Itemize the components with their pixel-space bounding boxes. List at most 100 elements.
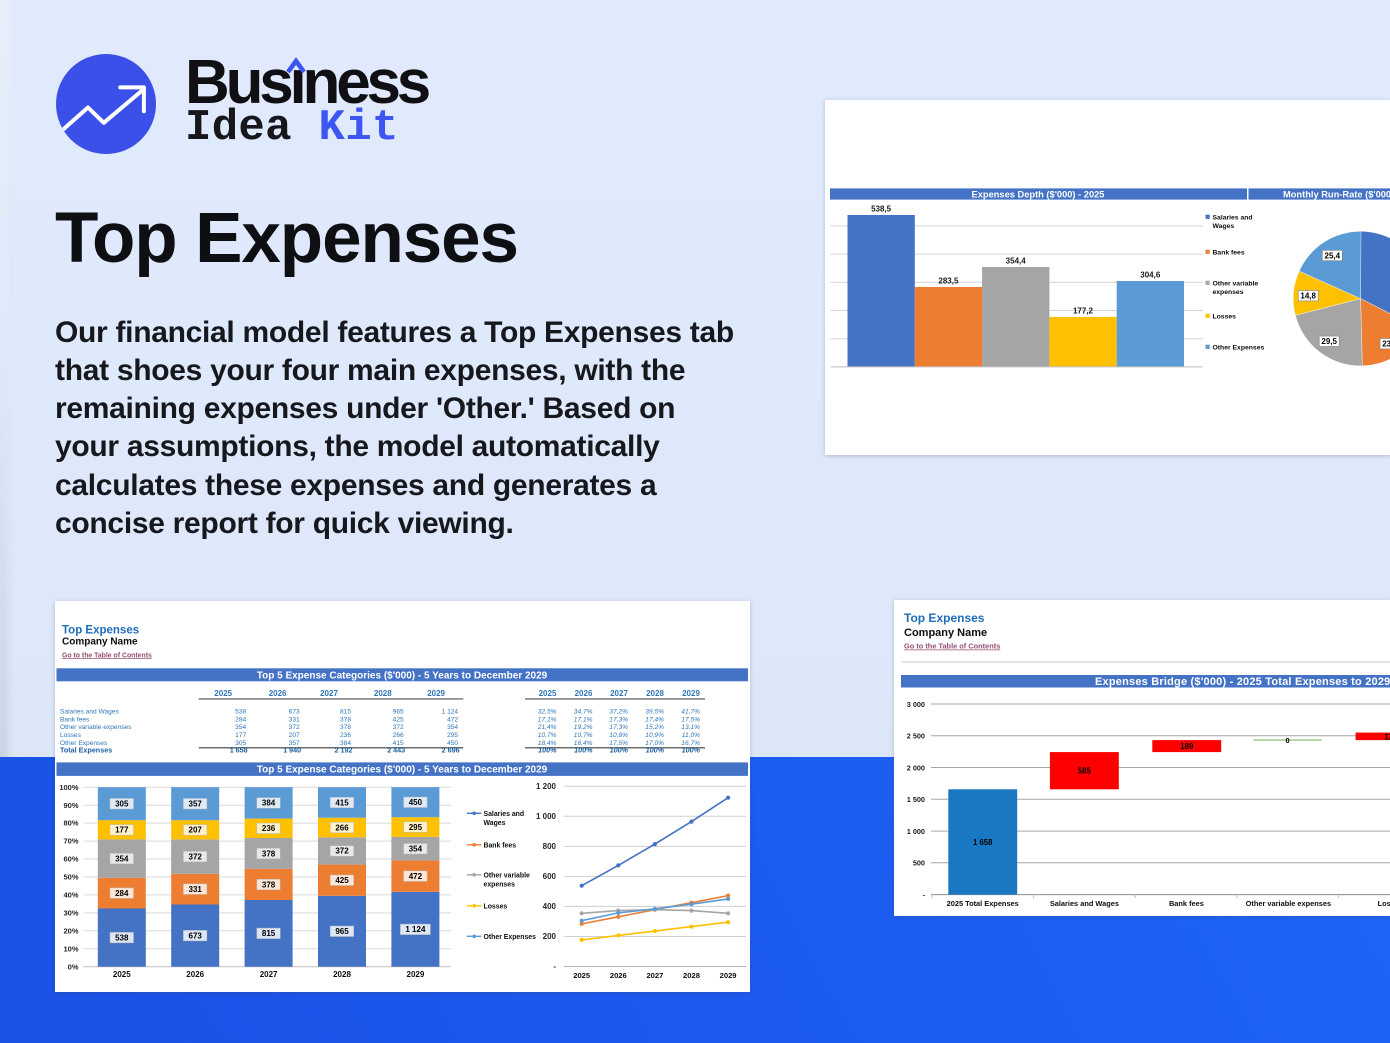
svg-text:673: 673 bbox=[189, 931, 203, 940]
svg-text:2026: 2026 bbox=[269, 689, 287, 698]
svg-text:2 000: 2 000 bbox=[907, 763, 925, 772]
svg-text:538: 538 bbox=[115, 933, 129, 942]
svg-text:Other variable: Other variable bbox=[1213, 281, 1259, 288]
svg-text:10%: 10% bbox=[63, 944, 78, 953]
svg-text:2 192: 2 192 bbox=[335, 746, 353, 755]
svg-text:372: 372 bbox=[335, 847, 349, 856]
svg-text:305: 305 bbox=[115, 800, 129, 809]
svg-text:266: 266 bbox=[393, 732, 404, 739]
svg-text:16,7%: 16,7% bbox=[681, 740, 700, 747]
svg-text:60%: 60% bbox=[63, 855, 78, 864]
svg-text:37,2%: 37,2% bbox=[609, 709, 628, 716]
svg-text:Company Name: Company Name bbox=[62, 637, 138, 648]
svg-text:Other variable expenses: Other variable expenses bbox=[1246, 899, 1331, 908]
svg-text:39,5%: 39,5% bbox=[645, 709, 664, 716]
svg-text:372: 372 bbox=[189, 852, 203, 861]
svg-text:17,5%: 17,5% bbox=[609, 740, 628, 747]
svg-text:207: 207 bbox=[189, 826, 203, 835]
svg-text:20%: 20% bbox=[63, 926, 78, 935]
svg-text:1 658: 1 658 bbox=[973, 838, 993, 847]
svg-text:2029: 2029 bbox=[407, 970, 425, 979]
svg-text:472: 472 bbox=[409, 872, 423, 881]
svg-text:2028: 2028 bbox=[374, 689, 392, 698]
svg-text:2027: 2027 bbox=[320, 689, 338, 698]
svg-text:295: 295 bbox=[447, 732, 458, 739]
svg-text:200: 200 bbox=[543, 932, 557, 941]
svg-text:23,6: 23,6 bbox=[1382, 340, 1390, 349]
svg-text:425: 425 bbox=[393, 716, 404, 723]
svg-text:Losses: Losses bbox=[1213, 314, 1237, 321]
svg-text:284: 284 bbox=[235, 716, 246, 723]
svg-text:41,7%: 41,7% bbox=[681, 709, 700, 716]
svg-text:Top 5 Expense Categories ($'00: Top 5 Expense Categories ($'000) - 5 Yea… bbox=[257, 765, 548, 776]
svg-text:10,8%: 10,8% bbox=[609, 732, 628, 739]
svg-text:236: 236 bbox=[340, 732, 351, 739]
svg-text:Top 5 Expense Categories ($'00: Top 5 Expense Categories ($'000) - 5 Yea… bbox=[257, 670, 548, 681]
svg-text:295: 295 bbox=[409, 823, 423, 832]
svg-text:2025 Total Expenses: 2025 Total Expenses bbox=[947, 899, 1019, 908]
svg-text:Top Expenses: Top Expenses bbox=[62, 624, 139, 636]
svg-text:21,4%: 21,4% bbox=[537, 724, 557, 731]
svg-text:965: 965 bbox=[393, 709, 404, 716]
svg-text:Bank fees: Bank fees bbox=[60, 716, 90, 723]
svg-text:538,5: 538,5 bbox=[871, 205, 892, 214]
svg-text:90%: 90% bbox=[63, 801, 78, 810]
svg-text:354: 354 bbox=[409, 845, 423, 854]
svg-text:1 940: 1 940 bbox=[283, 746, 301, 755]
svg-text:304,6: 304,6 bbox=[1140, 271, 1161, 280]
svg-text:2029: 2029 bbox=[682, 689, 700, 698]
svg-text:Losses: Losses bbox=[484, 904, 508, 911]
svg-text:0: 0 bbox=[1286, 736, 1290, 745]
svg-text:800: 800 bbox=[543, 842, 557, 851]
svg-text:450: 450 bbox=[447, 740, 458, 747]
svg-text:2029: 2029 bbox=[720, 971, 737, 980]
svg-text:-: - bbox=[553, 962, 556, 971]
svg-text:585: 585 bbox=[1078, 767, 1092, 776]
svg-text:354: 354 bbox=[235, 724, 246, 731]
svg-text:100%: 100% bbox=[610, 746, 629, 755]
svg-text:357: 357 bbox=[189, 800, 203, 809]
svg-text:Other variable: Other variable bbox=[484, 873, 531, 880]
svg-text:17,5%: 17,5% bbox=[681, 716, 700, 723]
svg-text:2026: 2026 bbox=[610, 971, 627, 980]
svg-text:-: - bbox=[923, 890, 926, 899]
svg-text:2027: 2027 bbox=[646, 971, 663, 980]
svg-text:32,5%: 32,5% bbox=[538, 709, 557, 716]
svg-text:177: 177 bbox=[235, 732, 246, 739]
svg-text:Wages: Wages bbox=[484, 820, 506, 827]
svg-text:17,4%: 17,4% bbox=[645, 716, 664, 723]
svg-text:Bank fees: Bank fees bbox=[484, 843, 517, 850]
svg-text:538: 538 bbox=[235, 709, 246, 716]
svg-text:354: 354 bbox=[447, 724, 458, 731]
svg-text:331: 331 bbox=[289, 716, 300, 723]
svg-text:30%: 30% bbox=[63, 909, 78, 918]
svg-text:965: 965 bbox=[335, 927, 349, 936]
svg-text:2 696: 2 696 bbox=[442, 746, 460, 755]
svg-text:372: 372 bbox=[393, 724, 404, 731]
svg-text:378: 378 bbox=[262, 849, 276, 858]
svg-text:815: 815 bbox=[340, 709, 351, 716]
svg-text:2 443: 2 443 bbox=[387, 746, 405, 755]
svg-text:2026: 2026 bbox=[575, 689, 593, 698]
svg-text:357: 357 bbox=[289, 740, 300, 747]
svg-text:15,2%: 15,2% bbox=[645, 724, 664, 731]
svg-text:2027: 2027 bbox=[260, 970, 278, 979]
svg-text:Go to the Table of Contents: Go to the Table of Contents bbox=[62, 652, 152, 659]
svg-text:284: 284 bbox=[115, 889, 129, 898]
svg-text:450: 450 bbox=[409, 798, 423, 807]
svg-text:10,7%: 10,7% bbox=[574, 732, 593, 739]
svg-text:2025: 2025 bbox=[113, 970, 131, 979]
svg-text:17,3%: 17,3% bbox=[609, 716, 628, 723]
svg-text:2 500: 2 500 bbox=[907, 732, 925, 741]
svg-text:Monthly Run-Rate ($'000: Monthly Run-Rate ($'000 bbox=[1283, 190, 1390, 200]
svg-text:2025: 2025 bbox=[539, 689, 557, 698]
svg-text:100%: 100% bbox=[682, 746, 701, 755]
svg-text:2028: 2028 bbox=[333, 970, 351, 979]
svg-text:2028: 2028 bbox=[683, 971, 700, 980]
svg-text:2025: 2025 bbox=[573, 971, 591, 980]
svg-text:600: 600 bbox=[543, 872, 557, 881]
svg-text:177: 177 bbox=[115, 826, 129, 835]
svg-text:100%: 100% bbox=[646, 746, 665, 755]
svg-text:Other Expenses: Other Expenses bbox=[484, 934, 537, 941]
svg-text:500: 500 bbox=[913, 859, 925, 868]
